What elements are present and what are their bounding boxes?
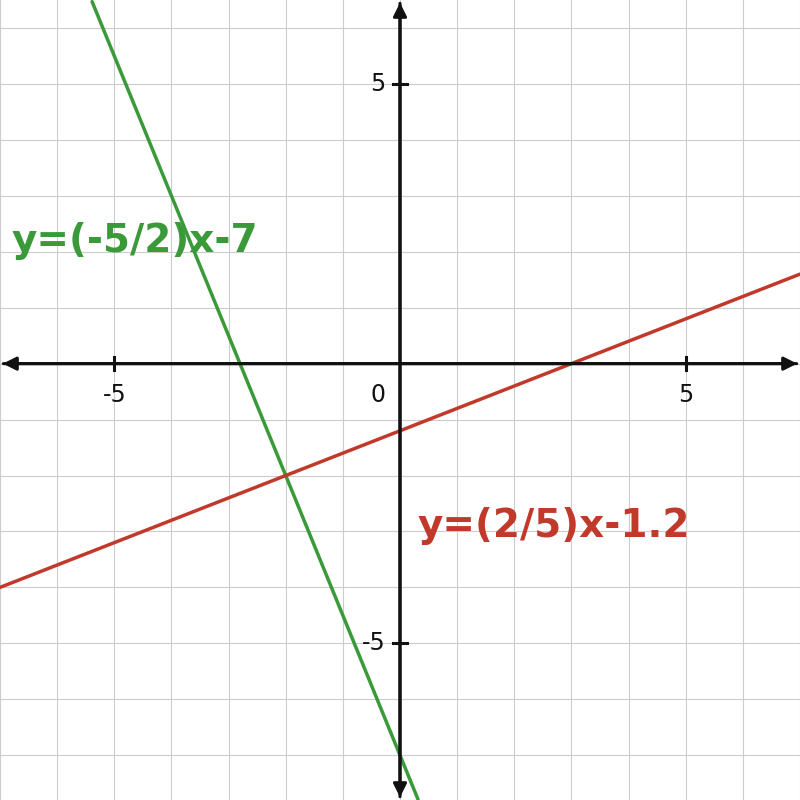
- Text: 0: 0: [370, 383, 386, 407]
- Text: 5: 5: [370, 72, 386, 96]
- Text: 5: 5: [678, 383, 694, 407]
- Text: -5: -5: [362, 631, 386, 655]
- Text: -5: -5: [102, 383, 126, 407]
- Text: y=(2/5)x-1.2: y=(2/5)x-1.2: [417, 507, 690, 545]
- Text: y=(-5/2)x-7: y=(-5/2)x-7: [11, 222, 258, 259]
